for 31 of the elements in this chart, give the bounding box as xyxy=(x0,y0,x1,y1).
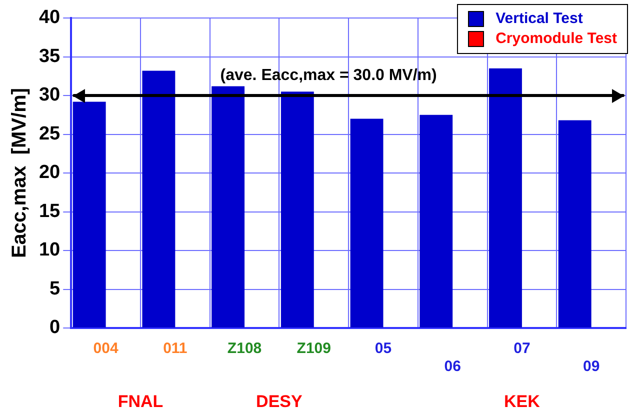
legend-label: Cryomodule Test xyxy=(496,29,617,49)
bar xyxy=(420,114,453,328)
x-tick-label: 09 xyxy=(582,358,600,376)
bar xyxy=(72,102,106,328)
x-tick-label: 011 xyxy=(163,340,188,358)
y-tick-label: 25 xyxy=(38,123,61,144)
x-tick-label: 004 xyxy=(93,340,119,358)
x-tick-label: Z108 xyxy=(227,340,262,358)
y-tick-label: 5 xyxy=(50,278,61,300)
x-tick-label: Z109 xyxy=(296,340,331,358)
bar xyxy=(350,118,384,328)
bar xyxy=(489,68,522,328)
legend-label: Vertical Test xyxy=(496,9,583,29)
x-tick-label: 06 xyxy=(444,358,461,376)
text: KEK xyxy=(504,392,540,412)
y-tick-label: 20 xyxy=(38,162,60,184)
bar xyxy=(558,120,592,328)
bar xyxy=(280,92,314,328)
y-axis-title: Eacc,max [MV/m] xyxy=(8,88,31,258)
y-tick-label: 10 xyxy=(38,240,60,261)
y-tick-label: 35 xyxy=(38,46,61,67)
text: DESY xyxy=(256,392,302,412)
y-tick-label: 40 xyxy=(38,7,60,28)
x-tick-label: 05 xyxy=(374,340,392,358)
y-tick-label: 15 xyxy=(38,200,61,222)
x-tick-label: 07 xyxy=(514,340,530,358)
text: FNAL xyxy=(118,392,164,412)
y-tick-label: 30 xyxy=(38,84,60,106)
bar xyxy=(212,86,245,328)
y-tick-label: 0 xyxy=(50,317,60,338)
bar xyxy=(142,70,176,328)
